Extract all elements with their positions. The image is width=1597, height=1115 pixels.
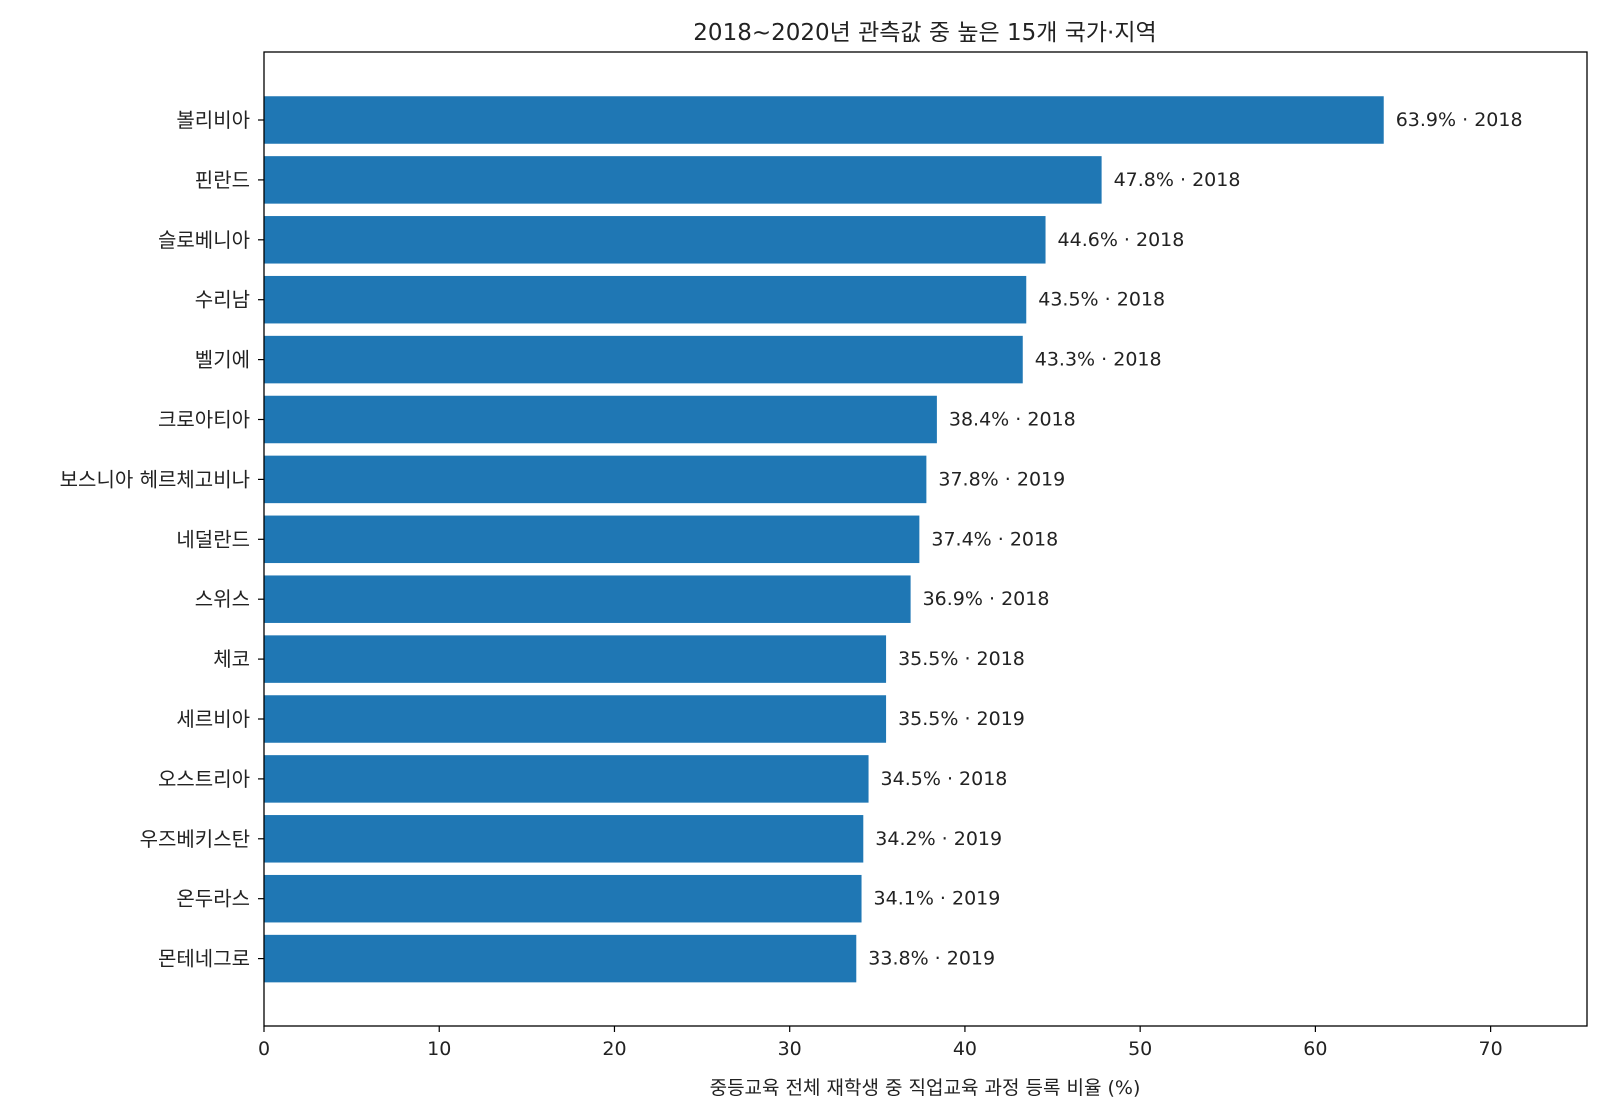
- x-tick-label: 10: [427, 1038, 451, 1060]
- x-tick-label: 60: [1303, 1038, 1327, 1060]
- category-label: 네덜란드: [176, 527, 250, 551]
- data-label: 34.5% · 2018: [881, 768, 1008, 790]
- x-tick-label: 30: [778, 1038, 802, 1060]
- data-label: 63.9% · 2018: [1396, 109, 1523, 131]
- bar: [264, 395, 937, 444]
- data-label: 44.6% · 2018: [1058, 229, 1185, 251]
- bar: [264, 755, 869, 803]
- bar: [264, 216, 1046, 264]
- data-label: 43.3% · 2018: [1035, 349, 1162, 371]
- x-axis-ticks: 0 10 20 30 40 50 60 70: [258, 1026, 1503, 1060]
- data-label: 35.5% · 2018: [898, 648, 1025, 670]
- bars-layer: [264, 96, 1384, 983]
- data-label: 33.8% · 2019: [868, 948, 995, 970]
- category-label: 우즈베키스탄: [140, 827, 250, 851]
- x-tick-label: 70: [1479, 1038, 1503, 1060]
- bar: [264, 275, 1027, 324]
- data-label: 37.4% · 2018: [931, 528, 1058, 550]
- category-label: 몬테네그로: [158, 947, 250, 971]
- category-label: 슬로베니아: [158, 228, 250, 252]
- data-label: 35.5% · 2019: [898, 708, 1025, 730]
- category-label: 크로아티아: [158, 408, 250, 432]
- category-label: 볼리비아: [176, 108, 250, 132]
- bar: [264, 575, 911, 623]
- bar: [264, 96, 1384, 144]
- x-axis-label: 중등교육 전체 재학생 중 직업교육 과정 등록 비율 (%): [710, 1077, 1141, 1099]
- chart-title: 2018~2020년 관측값 중 높은 15개 국가·지역: [693, 20, 1156, 46]
- bar: [264, 635, 887, 683]
- category-label: 체코: [213, 647, 250, 671]
- x-tick-label: 20: [602, 1038, 626, 1060]
- category-label: 수리남: [195, 288, 250, 312]
- category-label: 보스니아 헤르체고비나: [60, 467, 250, 491]
- plot-frame: [263, 51, 1588, 1027]
- data-label: 36.9% · 2018: [923, 588, 1050, 610]
- bar: [264, 874, 862, 923]
- bar: [264, 695, 887, 743]
- data-label: 34.2% · 2019: [875, 828, 1002, 850]
- bar: [264, 156, 1102, 204]
- data-label: 37.8% · 2019: [938, 468, 1065, 490]
- bar: [264, 455, 927, 504]
- x-tick-label: 40: [953, 1038, 977, 1060]
- data-labels: 63.9% · 2018 47.8% · 2018 44.6% · 2018 43.5…: [868, 109, 1522, 970]
- category-label: 오스트리아: [158, 767, 250, 791]
- bar: [264, 934, 857, 983]
- category-label: 온두라스: [176, 887, 250, 911]
- bar: [264, 515, 920, 564]
- x-tick-label: 0: [258, 1038, 270, 1060]
- category-label: 세르비아: [176, 707, 250, 731]
- data-label: 34.1% · 2019: [874, 888, 1001, 910]
- x-tick-label: 50: [1128, 1038, 1152, 1060]
- bar: [264, 815, 864, 863]
- bar: [264, 335, 1023, 384]
- category-label: 스위스: [195, 587, 250, 611]
- category-label: 핀란드: [195, 168, 250, 192]
- category-label: 벨기에: [195, 348, 250, 372]
- data-label: 47.8% · 2018: [1114, 169, 1241, 191]
- data-label: 43.5% · 2018: [1038, 289, 1165, 311]
- data-label: 38.4% · 2018: [949, 409, 1076, 431]
